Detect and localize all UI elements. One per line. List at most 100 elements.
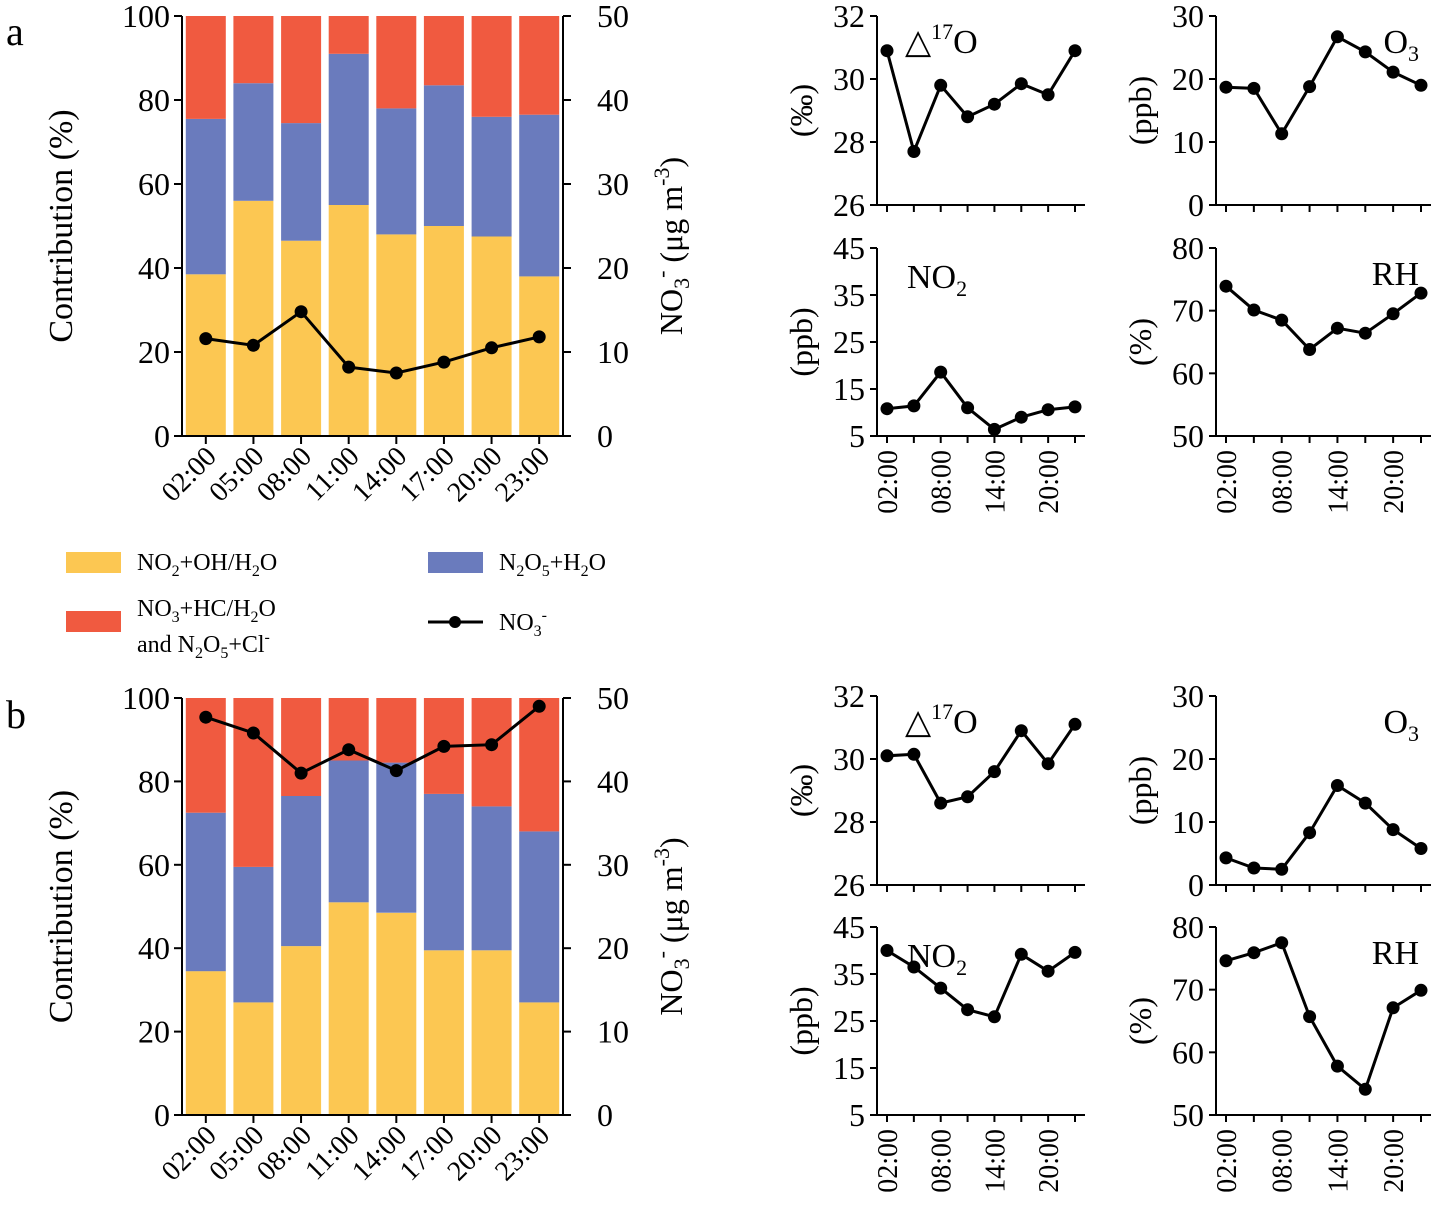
small-x-tick-label: 14:00 xyxy=(1323,450,1354,514)
nitrate-point-05:00 xyxy=(246,338,260,352)
small-plot-title: RH xyxy=(1372,256,1419,293)
bar-no2-oh-05:00 xyxy=(233,1002,274,1115)
small-point xyxy=(880,944,894,957)
small-point xyxy=(961,110,975,124)
nitrate-point-11:00 xyxy=(342,360,356,374)
y-tick-label: 100 xyxy=(122,0,170,34)
small-y-tick-label: 20 xyxy=(1172,741,1204,777)
x-tick-label: 05:00 xyxy=(203,1120,270,1187)
small-x-tick-label: 08:00 xyxy=(1268,1129,1299,1193)
small-point xyxy=(1068,945,1082,959)
small-y-tick-label: 10 xyxy=(1172,124,1204,160)
panel-b-main: 0204060801000102030405002:0005:0008:0011… xyxy=(43,680,694,1187)
nitrate-line xyxy=(205,705,541,775)
y2-tick-label: 30 xyxy=(597,166,629,202)
small-plot-title: △17O xyxy=(905,699,978,741)
bar-no3-hc-05:00 xyxy=(233,16,274,84)
nitrate-point-08:00 xyxy=(294,766,308,780)
y-tick-label: 20 xyxy=(138,334,170,370)
legend-swatch-no3hc xyxy=(66,611,121,632)
small-plot-title: O3 xyxy=(1383,704,1419,746)
legend-swatch-n2o5 xyxy=(428,552,483,573)
bar-no2-oh-11:00 xyxy=(328,902,369,1115)
small-point xyxy=(1014,947,1028,961)
bar-n2o5-h2o-17:00 xyxy=(423,793,464,951)
small-y-tick-label: 30 xyxy=(833,741,865,777)
small-plot-title: NO2 xyxy=(907,259,967,301)
small-point xyxy=(961,401,975,415)
small-point xyxy=(1041,964,1055,978)
bar-n2o5-h2o-11:00 xyxy=(328,760,369,903)
small-point xyxy=(1386,307,1400,321)
x-tick-label: 11:00 xyxy=(299,1120,365,1186)
small-point xyxy=(1414,842,1428,855)
bar-n2o5-h2o-02:00 xyxy=(185,118,226,275)
small-point xyxy=(1330,30,1344,44)
small-point xyxy=(1414,286,1428,300)
bar-n2o5-h2o-20:00 xyxy=(471,116,512,237)
bar-no3-hc-14:00 xyxy=(376,698,417,763)
bar-no3-hc-05:00 xyxy=(233,698,274,867)
y2-axis-title: NO3- (μg m-3) xyxy=(649,157,694,335)
small-point xyxy=(1014,410,1028,424)
small-y-tick-label: 50 xyxy=(1172,1097,1204,1133)
small-point xyxy=(1358,1082,1372,1096)
nitrate-point-02:00 xyxy=(199,332,213,346)
panel-a-main: 0204060801000102030405002:0005:0008:0011… xyxy=(43,0,694,508)
small-point xyxy=(1275,127,1289,141)
x-tick-label: 23:00 xyxy=(489,1120,556,1187)
bar-n2o5-h2o-08:00 xyxy=(281,123,322,241)
nitrate-point-23:00 xyxy=(532,699,546,713)
small-point xyxy=(1275,862,1289,876)
bar-no2-oh-20:00 xyxy=(471,950,512,1115)
small-point xyxy=(987,765,1001,779)
small-y-tick-label: 80 xyxy=(1172,909,1204,945)
small-point xyxy=(1041,757,1055,771)
nitrate-point-11:00 xyxy=(342,743,356,757)
small-x-tick-label: 14:00 xyxy=(980,450,1011,514)
bar-no2-oh-08:00 xyxy=(281,946,322,1115)
bar-no3-hc-14:00 xyxy=(376,16,417,109)
nitrate-point-23:00 xyxy=(532,330,546,344)
bar-n2o5-h2o-11:00 xyxy=(328,53,369,205)
y2-tick-label: 20 xyxy=(597,250,629,286)
small-y-axis-title: (%) xyxy=(1122,997,1158,1045)
small-y-tick-label: 30 xyxy=(833,61,865,97)
y-tick-label: 80 xyxy=(138,763,170,799)
small-point xyxy=(934,981,948,995)
small-y-tick-label: 80 xyxy=(1172,230,1204,266)
small-point xyxy=(1219,279,1233,293)
y-tick-label: 40 xyxy=(138,930,170,966)
x-tick-label: 05:00 xyxy=(203,441,270,508)
small-point xyxy=(907,960,921,974)
small-plot-title: RH xyxy=(1372,935,1419,972)
legend-label-no3hc-line2: and N2O5+Cl- xyxy=(137,629,270,662)
small-y-tick-label: 70 xyxy=(1172,972,1204,1008)
small-y-tick-label: 28 xyxy=(833,804,865,840)
y2-tick-label: 20 xyxy=(597,930,629,966)
small-point xyxy=(1414,78,1428,92)
nitrate-point-20:00 xyxy=(485,341,499,355)
legend-swatch-oh xyxy=(66,552,121,573)
x-tick-label: 08:00 xyxy=(251,1120,318,1187)
bar-no3-hc-02:00 xyxy=(185,16,226,119)
y-axis-title: Contribution (%) xyxy=(43,790,80,1023)
small-y-tick-label: 35 xyxy=(833,277,865,313)
nitrate-point-05:00 xyxy=(246,726,260,740)
bar-no3-hc-20:00 xyxy=(471,698,512,807)
small-plot-title: O3 xyxy=(1383,24,1419,66)
small-point xyxy=(961,790,975,804)
y-axis-title: Contribution (%) xyxy=(43,109,80,342)
small-point xyxy=(1014,77,1028,91)
bar-n2o5-h2o-08:00 xyxy=(281,796,322,947)
bar-n2o5-h2o-17:00 xyxy=(423,85,464,226)
small-y-tick-label: 0 xyxy=(1188,187,1204,223)
bar-no3-hc-11:00 xyxy=(328,16,369,54)
y2-tick-label: 0 xyxy=(597,418,613,454)
bar-no3-hc-08:00 xyxy=(281,16,322,124)
small-point xyxy=(1068,400,1082,414)
y2-tick-label: 50 xyxy=(597,0,629,34)
bar-no2-oh-17:00 xyxy=(423,226,464,436)
y-tick-label: 60 xyxy=(138,847,170,883)
nitrate-point-17:00 xyxy=(437,739,451,753)
